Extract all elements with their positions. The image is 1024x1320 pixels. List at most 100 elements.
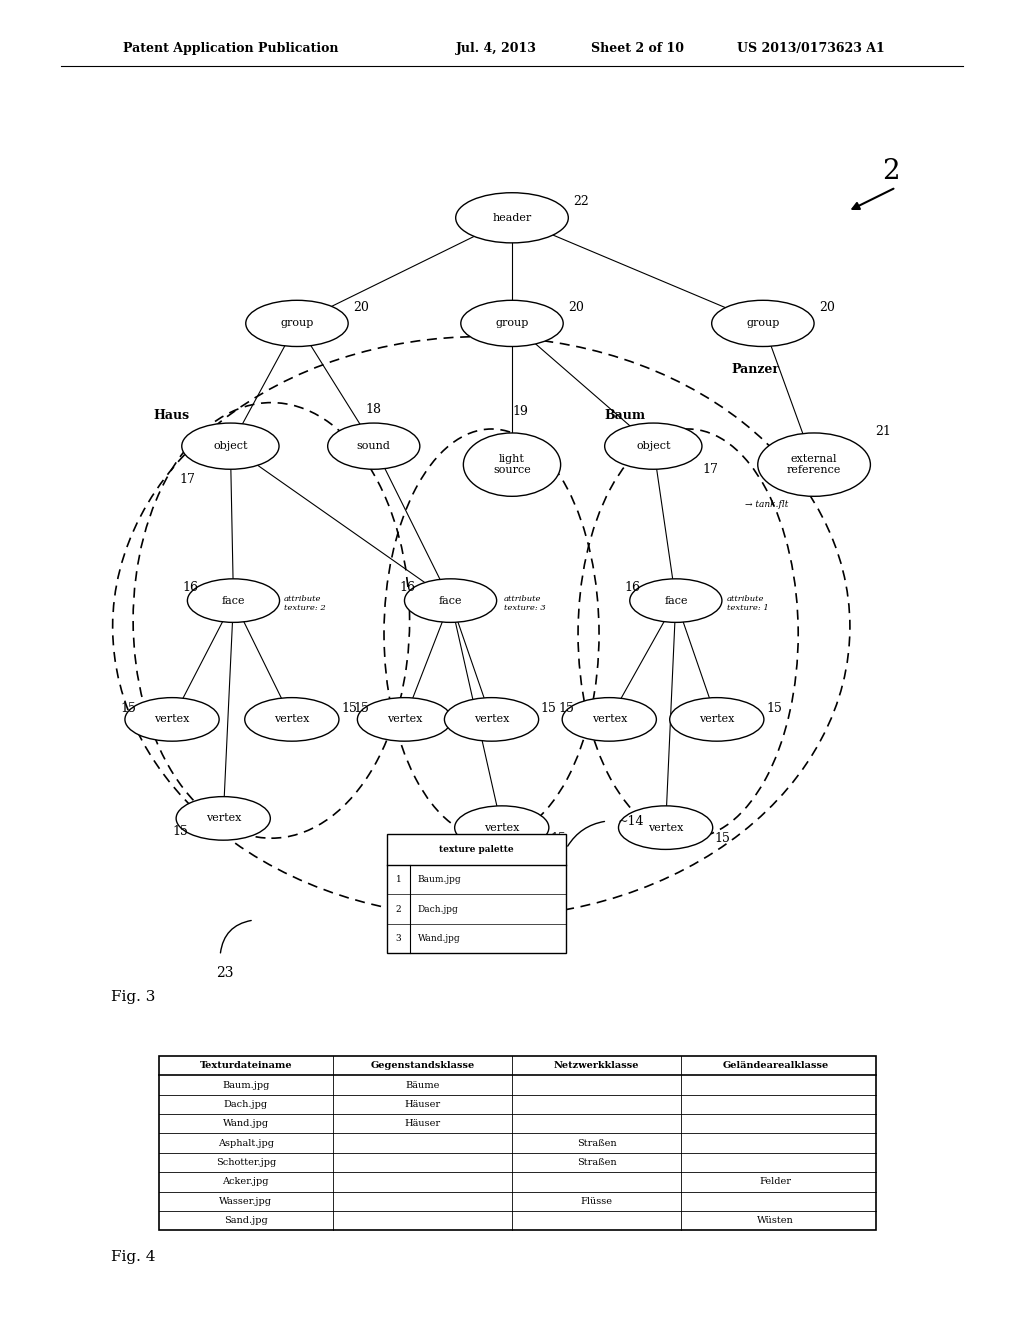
Text: attribute
texture: 1: attribute texture: 1 <box>727 595 769 611</box>
Text: attribute
texture: 2: attribute texture: 2 <box>284 595 326 611</box>
Text: face: face <box>665 595 687 606</box>
Text: 15: 15 <box>172 825 188 838</box>
Text: 15: 15 <box>341 702 357 715</box>
Ellipse shape <box>357 697 452 741</box>
Text: Panzer: Panzer <box>731 363 779 376</box>
Text: 15: 15 <box>353 702 370 715</box>
Text: 15: 15 <box>558 702 574 715</box>
Text: → tank.flt: → tank.flt <box>745 500 788 508</box>
Text: 3: 3 <box>395 933 401 942</box>
Text: Netzwerkklasse: Netzwerkklasse <box>554 1061 639 1071</box>
Text: vertex: vertex <box>274 714 309 725</box>
Text: 22: 22 <box>573 195 589 209</box>
Text: Jul. 4, 2013: Jul. 4, 2013 <box>456 42 537 55</box>
Text: Patent Application Publication: Patent Application Publication <box>123 42 338 55</box>
Text: vertex: vertex <box>648 822 683 833</box>
Text: object: object <box>213 441 248 451</box>
FancyBboxPatch shape <box>387 834 566 953</box>
Text: Baum.jpg: Baum.jpg <box>418 875 462 884</box>
Text: Flüsse: Flüsse <box>581 1197 612 1205</box>
Text: Fig. 3: Fig. 3 <box>111 990 155 1003</box>
Text: Sand.jpg: Sand.jpg <box>224 1216 267 1225</box>
FancyBboxPatch shape <box>159 1056 876 1230</box>
Text: Acker.jpg: Acker.jpg <box>222 1177 269 1187</box>
Text: object: object <box>636 441 671 451</box>
Text: Asphalt.jpg: Asphalt.jpg <box>218 1139 273 1147</box>
Text: Gegenstandsklasse: Gegenstandsklasse <box>371 1061 474 1071</box>
Ellipse shape <box>444 697 539 741</box>
Text: texture palette: texture palette <box>439 845 514 854</box>
Text: vertex: vertex <box>387 714 422 725</box>
Text: group: group <box>281 318 313 329</box>
Text: light
source: light source <box>494 454 530 475</box>
Text: 16: 16 <box>182 581 199 594</box>
Ellipse shape <box>456 193 568 243</box>
Ellipse shape <box>463 433 561 496</box>
Text: group: group <box>496 318 528 329</box>
Text: vertex: vertex <box>474 714 509 725</box>
Text: 21: 21 <box>876 425 892 438</box>
Text: Dach.jpg: Dach.jpg <box>418 904 459 913</box>
Ellipse shape <box>404 578 497 623</box>
Ellipse shape <box>604 422 702 470</box>
Ellipse shape <box>618 805 713 850</box>
Text: 16: 16 <box>399 581 416 594</box>
Text: 18: 18 <box>366 403 382 416</box>
Text: 2: 2 <box>882 158 900 185</box>
Text: external
reference: external reference <box>786 454 842 475</box>
Text: Haus: Haus <box>154 409 189 422</box>
Text: sound: sound <box>356 441 391 451</box>
Text: Felder: Felder <box>760 1177 792 1187</box>
Text: 15: 15 <box>715 832 731 845</box>
Text: 16: 16 <box>625 581 641 594</box>
Text: 15: 15 <box>766 702 782 715</box>
Text: vertex: vertex <box>699 714 734 725</box>
Text: 17: 17 <box>702 463 719 477</box>
Ellipse shape <box>562 697 656 741</box>
Ellipse shape <box>182 422 279 470</box>
Text: Baum: Baum <box>604 409 645 422</box>
Ellipse shape <box>246 300 348 346</box>
Text: 20: 20 <box>819 301 836 314</box>
Ellipse shape <box>245 697 339 741</box>
Text: 15: 15 <box>541 702 557 715</box>
Text: vertex: vertex <box>206 813 241 824</box>
Text: US 2013/0173623 A1: US 2013/0173623 A1 <box>737 42 885 55</box>
Text: Sheet 2 of 10: Sheet 2 of 10 <box>591 42 684 55</box>
Text: 2: 2 <box>395 904 401 913</box>
Text: 20: 20 <box>353 301 370 314</box>
Text: Häuser: Häuser <box>404 1100 440 1109</box>
Text: Wand.jpg: Wand.jpg <box>418 933 461 942</box>
Text: vertex: vertex <box>155 714 189 725</box>
Text: face: face <box>222 595 245 606</box>
Text: 15: 15 <box>121 702 137 715</box>
Text: Texturdateiname: Texturdateiname <box>200 1061 292 1071</box>
Ellipse shape <box>758 433 870 496</box>
Text: Fig. 4: Fig. 4 <box>111 1250 155 1263</box>
Text: Baum.jpg: Baum.jpg <box>222 1081 269 1089</box>
Ellipse shape <box>328 422 420 470</box>
Text: group: group <box>746 318 779 329</box>
Text: 15: 15 <box>551 832 567 845</box>
Text: Häuser: Häuser <box>404 1119 440 1129</box>
Text: Schotter.jpg: Schotter.jpg <box>216 1158 275 1167</box>
Text: Wand.jpg: Wand.jpg <box>222 1119 269 1129</box>
Text: Geländearealklasse: Geländearealklasse <box>723 1061 828 1071</box>
Text: ~14: ~14 <box>617 814 644 828</box>
Ellipse shape <box>670 697 764 741</box>
Text: Straßen: Straßen <box>577 1139 616 1147</box>
Text: Wasser.jpg: Wasser.jpg <box>219 1197 272 1205</box>
Ellipse shape <box>176 796 270 840</box>
Text: header: header <box>493 213 531 223</box>
Ellipse shape <box>125 697 219 741</box>
Ellipse shape <box>712 300 814 346</box>
Text: Dach.jpg: Dach.jpg <box>223 1100 268 1109</box>
Text: 17: 17 <box>179 473 196 486</box>
Text: Wüsten: Wüsten <box>758 1216 794 1225</box>
Ellipse shape <box>187 578 280 623</box>
Text: attribute
texture: 3: attribute texture: 3 <box>504 595 546 611</box>
Text: vertex: vertex <box>484 822 519 833</box>
Text: face: face <box>439 595 462 606</box>
Text: 20: 20 <box>568 301 585 314</box>
Text: 1: 1 <box>395 875 401 884</box>
